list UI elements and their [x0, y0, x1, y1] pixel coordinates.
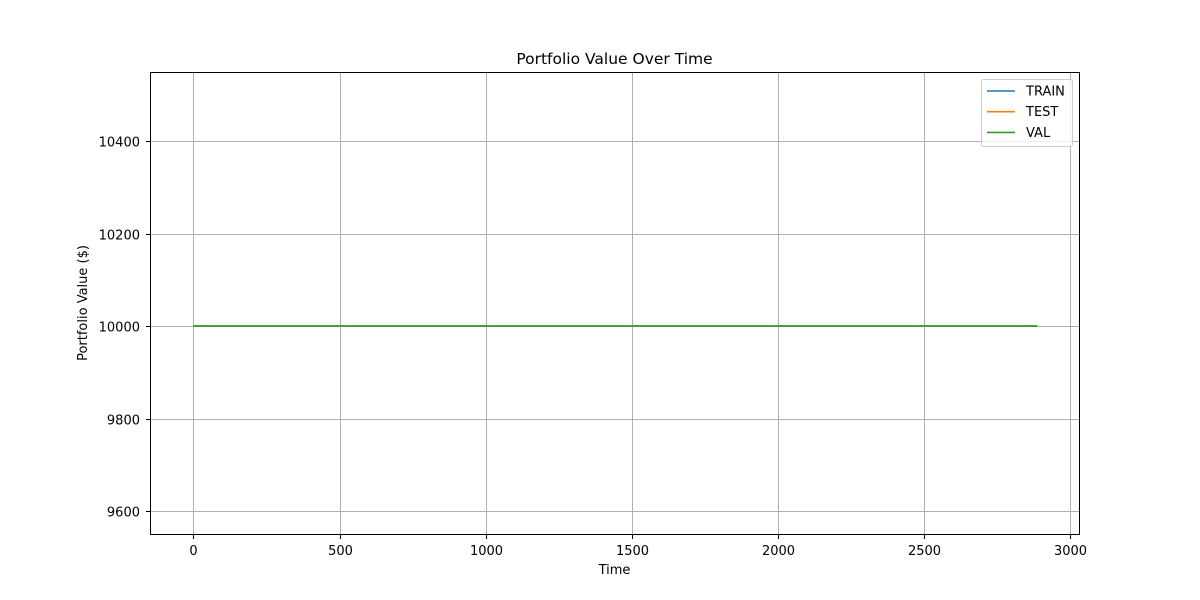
legend-label-train: TRAIN	[1025, 85, 1065, 100]
y-tick-label: 9600	[107, 506, 140, 521]
x-tick-label: 1500	[616, 544, 649, 559]
y-axis-title: Portfolio Value ($)	[76, 245, 91, 361]
y-tick-label: 10000	[99, 321, 140, 336]
y-tick-label: 10200	[99, 229, 140, 244]
legend-label-test: TEST	[1025, 105, 1058, 120]
legend-box	[981, 79, 1073, 147]
legend: TRAIN TEST VAL	[981, 79, 1073, 147]
y-tick-label: 9800	[107, 414, 140, 429]
grid-lines	[151, 72, 1079, 534]
plot-area-frame	[150, 72, 1080, 535]
x-tick-label: 2000	[762, 544, 795, 559]
y-axis-ticks: 9600 9800 10000 10200 10400	[99, 136, 151, 521]
chart-title: Portfolio Value Over Time	[516, 50, 712, 68]
x-axis-title: Time	[598, 563, 631, 578]
x-axis-ticks: 0 500 1000 1500 2000 2500 3000	[189, 534, 1087, 559]
x-tick-label: 1000	[470, 544, 503, 559]
y-tick-label: 10400	[99, 136, 140, 151]
x-tick-label: 3000	[1054, 544, 1087, 559]
x-tick-label: 500	[328, 544, 353, 559]
legend-label-val: VAL	[1026, 126, 1051, 141]
x-tick-label: 0	[189, 544, 197, 559]
x-tick-label: 2500	[908, 544, 941, 559]
